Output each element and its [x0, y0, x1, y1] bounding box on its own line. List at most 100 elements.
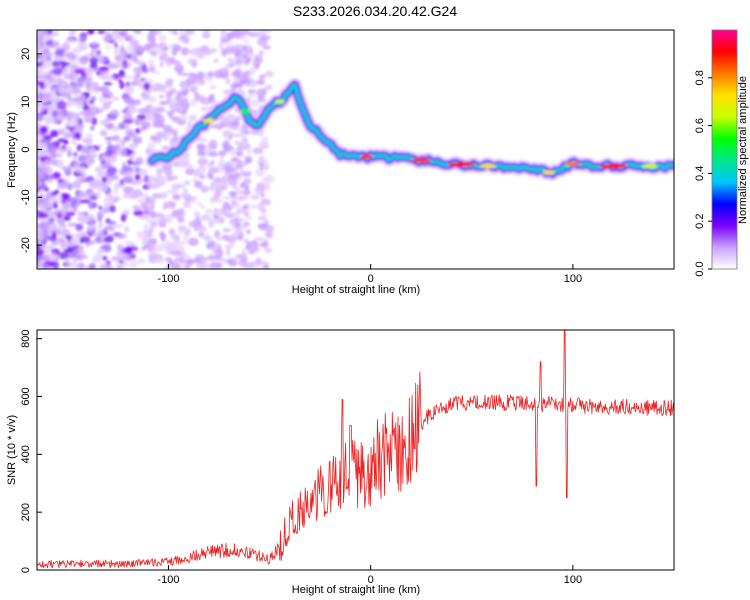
noise-blob [123, 170, 135, 178]
noise-blob [164, 257, 173, 262]
noise-blob [108, 220, 117, 225]
snr-x-tick-label: 100 [564, 574, 582, 586]
noise-blob [132, 136, 143, 144]
noise-blob [104, 235, 115, 243]
noise-blob [126, 159, 133, 165]
noise-blob [168, 114, 174, 119]
noise-blob [63, 52, 74, 57]
noise-blob [50, 160, 59, 165]
snr-y-tick-label: 400 [20, 445, 32, 463]
noise-blob [193, 91, 199, 98]
noise-blob [242, 238, 248, 243]
noise-blob [252, 147, 264, 155]
noise-blob [116, 234, 124, 239]
noise-blob [151, 192, 163, 199]
noise-blob [101, 163, 111, 169]
noise-blob [221, 48, 227, 57]
noise-blob [98, 95, 108, 104]
noise-blob [98, 66, 110, 72]
noise-blob [236, 226, 242, 231]
noise-blob [76, 76, 87, 85]
noise-blob [183, 200, 192, 209]
noise-blob [147, 142, 155, 149]
noise-blob [41, 256, 51, 262]
noise-blob [248, 92, 255, 99]
noise-blob [191, 177, 197, 182]
noise-blob [89, 125, 95, 131]
noise-blob [135, 156, 144, 166]
noise-blob [48, 197, 55, 202]
noise-blob [37, 71, 46, 77]
noise-blob [184, 254, 191, 260]
noise-blob [38, 77, 50, 82]
noise-blob [147, 253, 155, 259]
noise-blob [123, 34, 132, 39]
noise-blob [244, 185, 250, 190]
noise-blob [223, 259, 229, 264]
noise-blob [86, 86, 96, 93]
noise-blob [137, 60, 145, 67]
noise-blob [183, 235, 188, 242]
noise-blob [86, 158, 93, 167]
noise-blob [236, 151, 242, 157]
noise-blob [172, 60, 182, 66]
noise-blob [57, 224, 64, 230]
noise-blob [260, 35, 271, 40]
noise-blob [129, 260, 138, 269]
noise-blob [38, 208, 44, 213]
noise-blob [196, 137, 208, 142]
noise-blob [153, 217, 159, 224]
noise-blob [236, 65, 242, 70]
noise-blob [197, 148, 206, 155]
noise-blob [152, 238, 158, 245]
noise-blob [46, 174, 56, 180]
noise-blob [104, 117, 113, 122]
noise-blob [210, 144, 218, 150]
noise-blob [54, 229, 62, 235]
noise-blob [39, 126, 48, 135]
snr-y-tick-label: 800 [20, 329, 32, 347]
noise-blob [53, 56, 65, 62]
noise-blob [262, 45, 272, 50]
noise-blob [201, 258, 207, 266]
noise-blob [58, 88, 67, 95]
noise-blob [53, 115, 59, 123]
noise-blob [166, 59, 171, 68]
noise-blob [37, 202, 41, 208]
spectrogram-y-tick-label: 0 [20, 146, 32, 152]
noise-blob [57, 180, 69, 190]
noise-blob [128, 143, 135, 150]
noise-blob [119, 81, 125, 90]
noise-blob [212, 214, 220, 219]
noise-blob [51, 84, 60, 89]
spectrogram-ridge [145, 77, 674, 181]
noise-blob [141, 107, 151, 115]
noise-blob [37, 54, 43, 59]
noise-blob [123, 75, 133, 80]
noise-blob [88, 100, 94, 105]
noise-blob [218, 41, 225, 51]
noise-blob [263, 239, 269, 248]
noise-blob [74, 69, 85, 75]
noise-blob [94, 178, 101, 184]
noise-blob [167, 30, 175, 34]
noise-blob [60, 193, 68, 199]
noise-blob [152, 113, 163, 119]
noise-blob [106, 34, 111, 41]
spectrogram-y-tick-label: 20 [20, 48, 32, 60]
noise-blob [264, 30, 273, 34]
noise-blob [57, 213, 62, 219]
noise-blob [125, 129, 135, 136]
noise-blob [230, 133, 242, 138]
noise-blob [61, 166, 69, 171]
noise-blob [246, 44, 252, 49]
colorbar-label: Normalized spectral amplitude [737, 76, 749, 224]
noise-blob [112, 186, 119, 195]
noise-blob [132, 205, 141, 211]
noise-blob [44, 82, 49, 88]
noise-blob [244, 38, 250, 43]
noise-blob [206, 162, 215, 168]
noise-blob [38, 181, 43, 187]
noise-blob [37, 172, 45, 181]
noise-blob [196, 160, 207, 164]
